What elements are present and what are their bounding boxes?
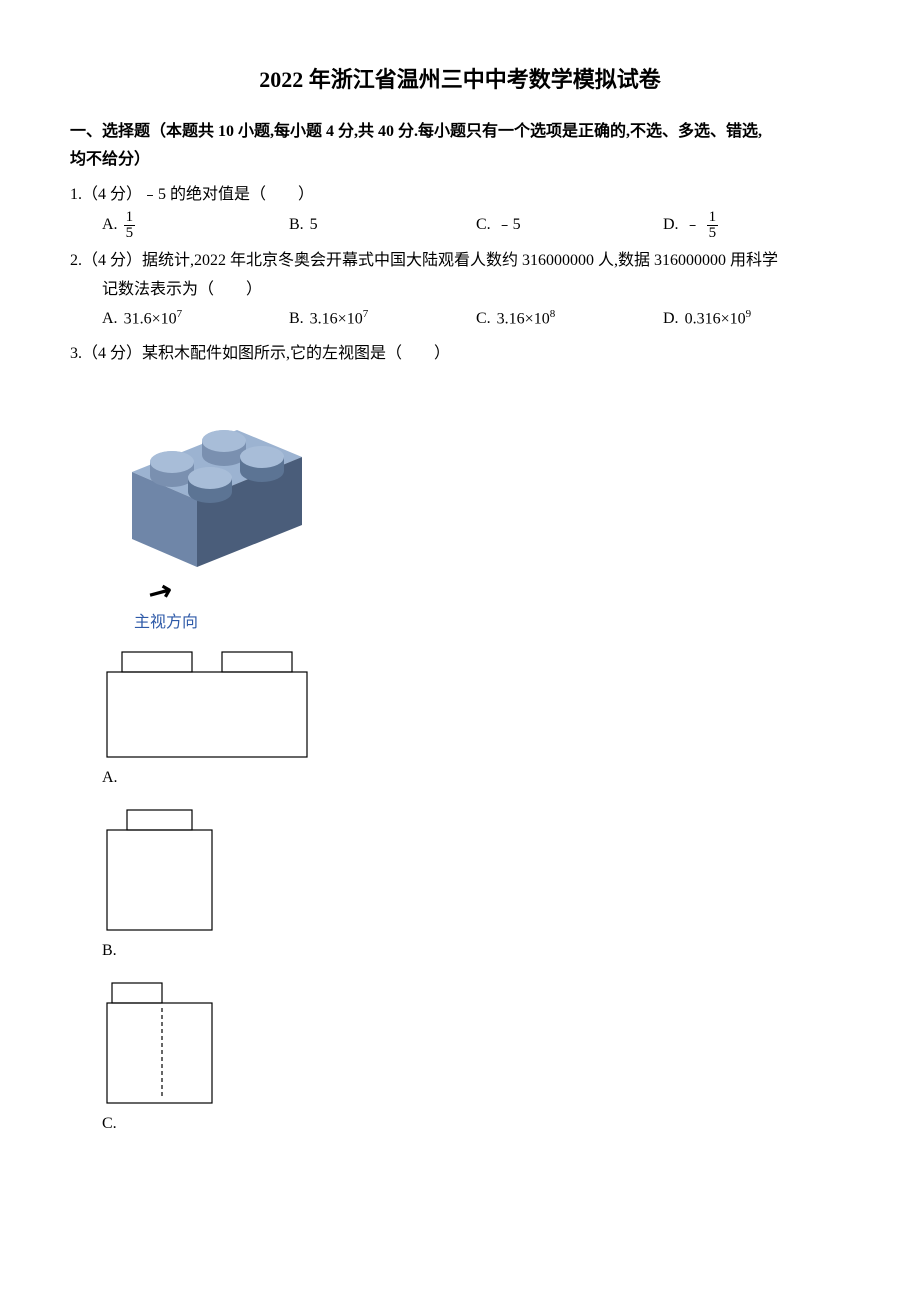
stud4-top2 <box>188 467 232 489</box>
view-arrow-icon: ↗ <box>143 575 177 611</box>
q2-b-exp: 7 <box>363 308 369 320</box>
q3-option-b-label-row: B. <box>70 937 850 968</box>
q3-option-b <box>70 805 850 935</box>
q2-d-exp: 9 <box>746 308 752 320</box>
brick-3d-icon <box>102 377 322 577</box>
q2-option-a: A. 31.6×107 <box>102 305 289 334</box>
q3-a-stud1 <box>122 652 192 672</box>
q1-b-val: 5 <box>310 211 318 240</box>
section-1-header-line1: 一、选择题（本题共 10 小题,每小题 4 分,共 40 分.每小题只有一个选项… <box>70 123 762 140</box>
q3-option-a-label-row: A. <box>70 764 850 795</box>
q2-b-val: 3.16×107 <box>310 305 369 334</box>
q3-c-figure <box>102 978 217 1108</box>
question-1: 1.（4 分）﹣5 的绝对值是（ ） A. 1 5 B. 5 C. ﹣5 D. … <box>70 181 850 241</box>
q2-stem-line1: 2.（4 分）据统计,2022 年北京冬奥会开幕式中国大陆观看人数约 31600… <box>70 247 850 276</box>
q2-b-base: 3.16×10 <box>310 310 363 327</box>
question-3: 3.（4 分）某积木配件如图所示,它的左视图是（ ） <box>70 340 850 1141</box>
q2-stem-line2: 记数法表示为（ ） <box>70 276 850 305</box>
q2-d-label: D. <box>663 305 679 334</box>
q2-d-val: 0.316×109 <box>685 305 752 334</box>
q1-d-num: 1 <box>707 210 719 226</box>
stud2-top2 <box>202 430 246 452</box>
q2-options: A. 31.6×107 B. 3.16×107 C. 3.16×108 D. 0… <box>70 305 850 334</box>
q2-a-exp: 7 <box>177 308 183 320</box>
stud1-top2 <box>150 451 194 473</box>
question-2: 2.（4 分）据统计,2022 年北京冬奥会开幕式中国大陆观看人数约 31600… <box>70 247 850 334</box>
q3-b-body <box>107 830 212 930</box>
q2-b-label: B. <box>289 305 304 334</box>
stud3-top2 <box>240 446 284 468</box>
q3-c-label: C. <box>102 1110 117 1141</box>
q3-c-body <box>107 1003 212 1103</box>
q1-option-b: B. 5 <box>289 210 476 241</box>
q2-c-val: 3.16×108 <box>497 305 556 334</box>
q1-option-a: A. 1 5 <box>102 210 289 241</box>
q2-option-c: C. 3.16×108 <box>476 305 663 334</box>
q2-c-exp: 8 <box>550 308 556 320</box>
view-direction-label: 主视方向 <box>102 609 850 638</box>
q1-a-fraction: 1 5 <box>124 210 136 241</box>
q3-c-stud <box>112 983 162 1003</box>
q1-option-d: D. ﹣ 1 5 <box>663 210 850 241</box>
q3-a-stud2 <box>222 652 292 672</box>
exam-title: 2022 年浙江省温州三中中考数学模拟试卷 <box>70 60 850 100</box>
q3-option-c-label-row: C. <box>70 1110 850 1141</box>
q3-stem: 3.（4 分）某积木配件如图所示,它的左视图是（ ） <box>70 340 850 369</box>
q2-d-base: 0.316×10 <box>685 310 746 327</box>
q3-b-label: B. <box>102 937 117 968</box>
q2-c-label: C. <box>476 305 491 334</box>
q1-d-prefix: ﹣ <box>685 211 701 240</box>
q3-b-figure <box>102 805 217 935</box>
q3-a-label: A. <box>102 764 118 795</box>
q1-options: A. 1 5 B. 5 C. ﹣5 D. ﹣ 1 5 <box>70 210 850 241</box>
q3-option-a <box>70 647 850 762</box>
q1-d-den: 5 <box>707 226 719 241</box>
q2-a-label: A. <box>102 305 118 334</box>
section-1-header-line2: 均不给分） <box>70 151 150 168</box>
q1-a-label: A. <box>102 211 118 240</box>
q1-c-label: C. <box>476 211 491 240</box>
q1-c-val: ﹣5 <box>497 211 521 240</box>
q1-a-den: 5 <box>124 226 136 241</box>
q1-d-fraction: 1 5 <box>707 210 719 241</box>
q2-option-d: D. 0.316×109 <box>663 305 850 334</box>
q2-a-base: 31.6×10 <box>124 310 177 327</box>
q2-option-b: B. 3.16×107 <box>289 305 476 334</box>
q2-c-base: 3.16×10 <box>497 310 550 327</box>
q3-main-figure: ↗ 主视方向 <box>70 377 850 638</box>
q1-d-label: D. <box>663 211 679 240</box>
q1-option-c: C. ﹣5 <box>476 210 663 241</box>
q1-stem: 1.（4 分）﹣5 的绝对值是（ ） <box>70 181 850 210</box>
view-arrow-wrap: ↗ <box>102 579 850 607</box>
q3-a-body <box>107 672 307 757</box>
q1-b-label: B. <box>289 211 304 240</box>
q3-b-stud <box>127 810 192 830</box>
q3-a-figure <box>102 647 312 762</box>
section-1-header: 一、选择题（本题共 10 小题,每小题 4 分,共 40 分.每小题只有一个选项… <box>70 118 850 176</box>
q1-a-num: 1 <box>124 210 136 226</box>
q2-a-val: 31.6×107 <box>124 305 183 334</box>
q3-option-c <box>70 978 850 1108</box>
